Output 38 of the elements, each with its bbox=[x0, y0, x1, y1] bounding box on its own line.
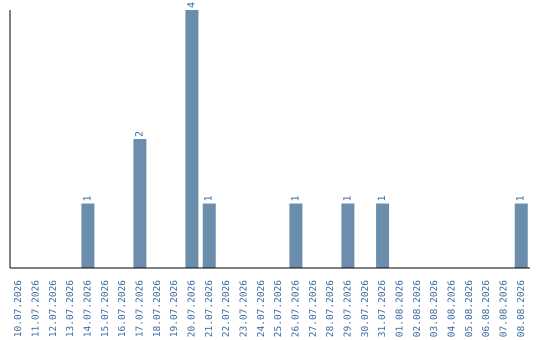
data-label: 1 bbox=[516, 195, 527, 202]
x-tick-label: 10.07.2026 bbox=[13, 280, 24, 338]
x-tick-label: 20.07.2026 bbox=[186, 280, 198, 338]
x-tick-label: 17.07.2026 bbox=[134, 280, 146, 338]
data-label: 2 bbox=[134, 130, 146, 137]
data-label: 1 bbox=[82, 195, 94, 202]
x-tick-label: 31.07.2026 bbox=[377, 280, 388, 338]
x-tick-label: 08.08.2026 bbox=[516, 280, 527, 338]
x-tick-label: 02.08.2026 bbox=[412, 280, 423, 338]
x-tick-label: 03.08.2026 bbox=[429, 280, 440, 338]
x-tick-label: 27.07.2026 bbox=[308, 280, 319, 338]
x-tick-label: 28.07.2026 bbox=[325, 280, 336, 338]
x-tick-label: 01.08.2026 bbox=[394, 280, 406, 338]
x-tick-label: 13.07.2026 bbox=[65, 280, 76, 338]
x-tick-label: 19.07.2026 bbox=[169, 280, 180, 338]
data-label: 1 bbox=[204, 195, 215, 202]
x-tick-label: 06.08.2026 bbox=[481, 280, 492, 338]
data-label: 4 bbox=[186, 2, 198, 8]
x-tick-label: 24.07.2026 bbox=[256, 280, 267, 338]
x-tick-label: 14.07.2026 bbox=[82, 280, 94, 338]
x-tick-label: 12.07.2026 bbox=[48, 280, 59, 338]
x-tick-label: 23.07.2026 bbox=[238, 280, 250, 338]
data-label: 1 bbox=[290, 195, 302, 202]
data-label: 1 bbox=[342, 195, 354, 202]
x-tick-label: 11.07.2026 bbox=[30, 280, 42, 338]
x-tick-label: 15.07.2026 bbox=[100, 280, 111, 338]
x-tick-label: 18.07.2026 bbox=[152, 280, 163, 338]
data-label: 1 bbox=[377, 195, 388, 202]
x-tick-label: 29.07.2026 bbox=[342, 280, 354, 338]
x-tick-label: 04.08.2026 bbox=[446, 280, 458, 338]
x-tick-label: 05.08.2026 bbox=[464, 280, 475, 338]
x-tick-label: 25.07.2026 bbox=[273, 280, 284, 338]
x-tick-label: 22.07.2026 bbox=[221, 280, 232, 338]
x-tick-label: 16.07.2026 bbox=[117, 280, 128, 338]
x-tick-label: 30.07.2026 bbox=[360, 280, 371, 338]
x-tick-label: 07.08.2026 bbox=[498, 280, 510, 338]
x-tick-label: 26.07.2026 bbox=[290, 280, 302, 338]
x-tick-label: 21.07.2026 bbox=[204, 280, 215, 338]
